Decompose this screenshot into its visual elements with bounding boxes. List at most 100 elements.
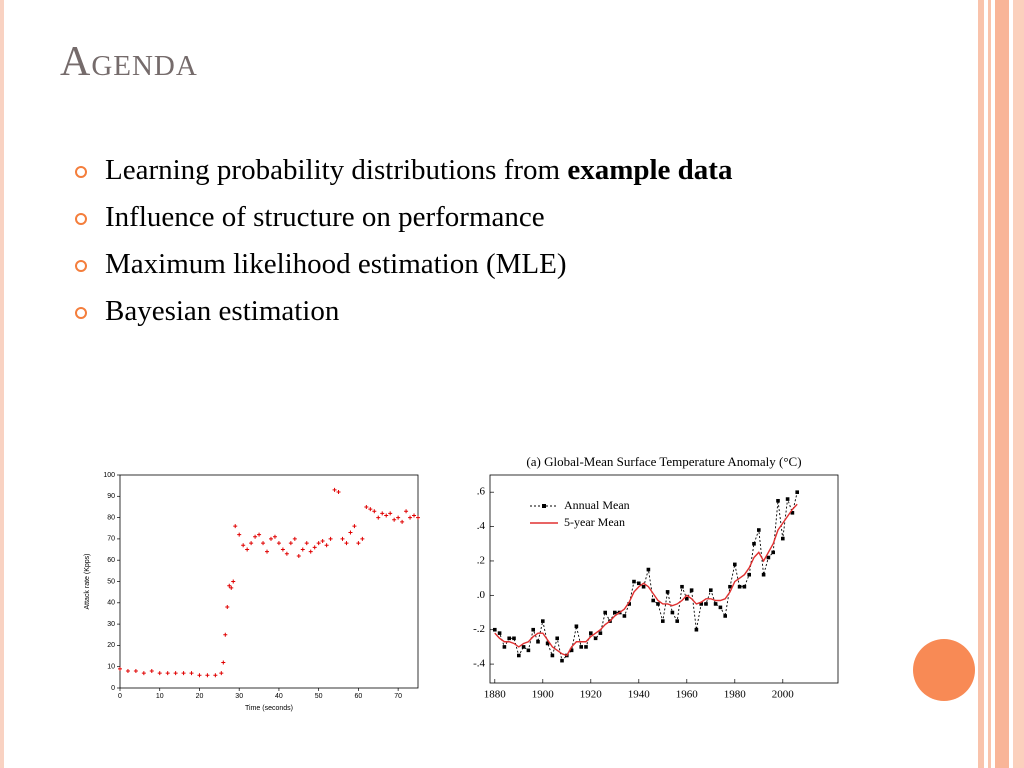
point (531, 627, 535, 632)
point (651, 598, 655, 603)
point (416, 515, 420, 520)
y-tick-label: 40 (107, 600, 115, 607)
point (656, 602, 660, 606)
x-tick-label: 40 (275, 693, 283, 700)
y-tick-label: 80 (107, 514, 115, 521)
point (637, 581, 641, 586)
point (276, 541, 281, 546)
point (380, 511, 385, 516)
bullet-text: Bayesian estimation (105, 295, 340, 327)
point (776, 498, 780, 503)
point (245, 547, 250, 552)
point (173, 671, 178, 676)
point (545, 641, 550, 646)
point (766, 555, 771, 560)
point (237, 532, 242, 537)
point (229, 585, 234, 590)
point (272, 534, 277, 539)
point (227, 583, 232, 588)
x-tick-label: 0 (118, 693, 122, 700)
point (771, 550, 775, 555)
decor-circle (913, 639, 975, 701)
point (205, 673, 210, 678)
left-border (0, 0, 4, 768)
point (661, 619, 665, 623)
bullet-text: Influence of structure on performance (105, 201, 545, 233)
point (280, 547, 285, 552)
point (675, 619, 679, 623)
point (641, 584, 646, 589)
x-tick-label: 10 (156, 693, 164, 700)
plot-frame (119, 474, 419, 689)
y-tick-label: -.2 (473, 623, 485, 635)
y-tick-label: 50 (107, 578, 115, 585)
point (622, 614, 627, 618)
point (388, 511, 393, 516)
x-tick-label: 30 (235, 693, 243, 700)
point (296, 553, 301, 558)
x-tick-label: 70 (394, 693, 402, 700)
x-tick-label: 50 (315, 693, 323, 700)
point (364, 504, 369, 509)
point (781, 536, 785, 541)
bullet-text: Maximum likelihood estimation (MLE) (105, 248, 567, 280)
point (344, 541, 349, 546)
point (328, 536, 333, 541)
point (502, 645, 507, 649)
point (372, 509, 377, 514)
point (685, 596, 689, 601)
point (574, 624, 579, 629)
bullet-bold: example data (567, 154, 733, 186)
legend-marker (542, 504, 546, 508)
bullet: Learning probability distributions from … (72, 150, 892, 191)
x-tick-label: 1980 (724, 689, 747, 701)
point (157, 671, 162, 676)
point (627, 602, 631, 606)
y-tick-label: 20 (107, 642, 115, 649)
point (790, 511, 795, 515)
point (384, 513, 389, 518)
point (288, 541, 293, 546)
point (253, 534, 258, 539)
point (646, 567, 651, 572)
stripe (995, 0, 1009, 768)
point (181, 671, 186, 676)
stripe (978, 0, 984, 768)
point (507, 636, 511, 641)
bullet: Influence of structure on performance (72, 197, 892, 238)
legend-label: 5-year Mean (564, 515, 625, 529)
point (536, 639, 540, 644)
y-tick-label: 10 (107, 664, 115, 671)
point (340, 536, 345, 541)
x-tick-label: 1880 (484, 689, 507, 701)
point (392, 517, 397, 522)
point (694, 627, 699, 632)
point (709, 588, 713, 592)
point (497, 631, 502, 635)
point (221, 660, 226, 665)
point (352, 524, 357, 529)
x-tick-label: 60 (355, 693, 363, 700)
point (560, 658, 564, 663)
point (213, 673, 218, 678)
stripe (988, 0, 991, 768)
point (225, 605, 230, 610)
bullet-text: Learning probability distributions from (105, 154, 561, 186)
series-line (494, 492, 798, 662)
point (118, 666, 122, 671)
point (404, 509, 409, 514)
x-tick-label: 20 (196, 693, 204, 700)
point (332, 487, 337, 492)
point (541, 619, 545, 623)
point (223, 632, 228, 637)
point (233, 524, 238, 529)
y-tick-label: .4 (477, 520, 486, 532)
point (752, 541, 756, 546)
point (689, 588, 694, 592)
y-tick-label: 70 (107, 536, 115, 543)
x-tick-label: 2000 (772, 689, 795, 701)
point (584, 645, 588, 649)
point (795, 490, 799, 494)
x-tick-label: 1960 (676, 689, 699, 701)
